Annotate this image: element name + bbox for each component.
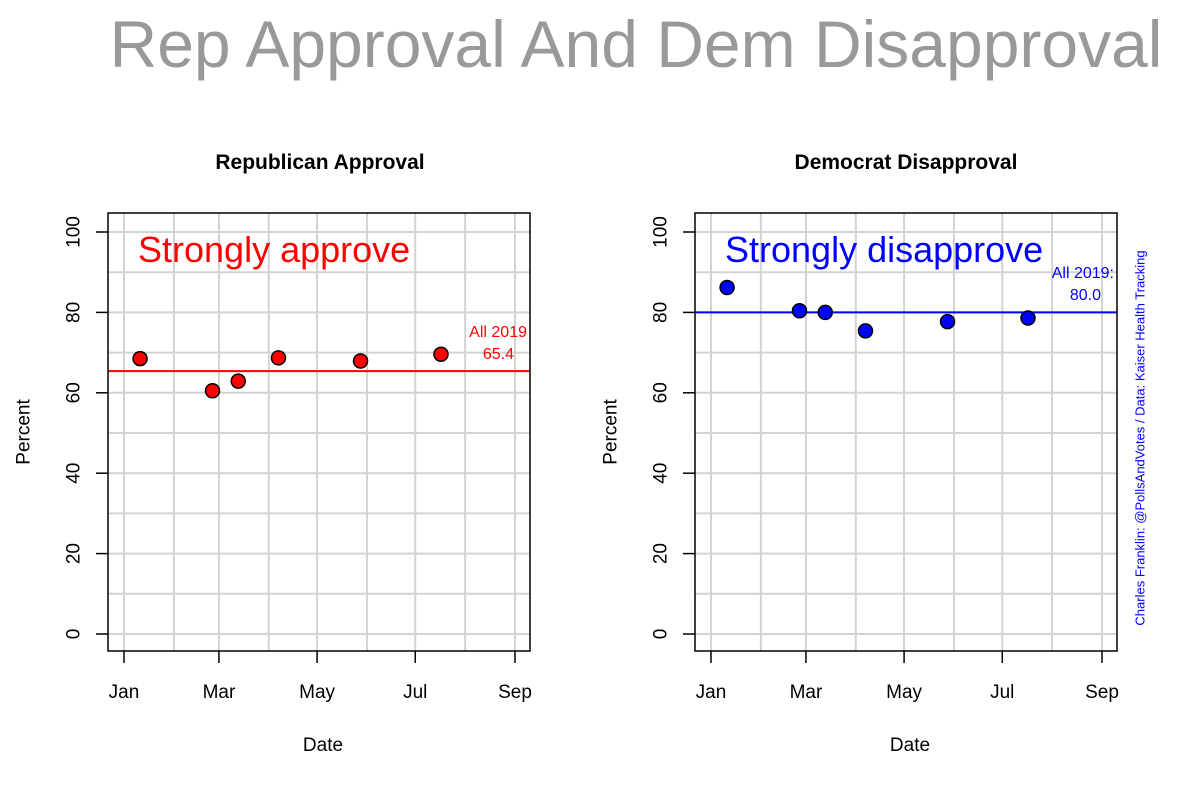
panel-title: Democrat Disapproval bbox=[795, 151, 1018, 174]
panel-1: Republican Approval 0 20 40 60 80 100 Jan Mar May… bbox=[14, 151, 532, 756]
x-tick-label: Mar bbox=[790, 682, 823, 703]
x-tick-label: Jul bbox=[990, 682, 1014, 703]
x-tick-label: Jan bbox=[109, 682, 140, 703]
y-tick-label: 80 bbox=[651, 302, 672, 323]
x-tick-label: Sep bbox=[498, 682, 532, 703]
y-tick-label: 60 bbox=[651, 382, 672, 403]
reference-value: 80.0 bbox=[1070, 287, 1101, 304]
series-annotation: Strongly approve bbox=[138, 229, 410, 270]
data-point bbox=[230, 373, 246, 389]
y-tick-label: 0 bbox=[651, 629, 672, 640]
data-point bbox=[1020, 310, 1036, 326]
data-point bbox=[204, 383, 221, 399]
y-tick-label: 20 bbox=[64, 543, 85, 564]
y-tick-label: 100 bbox=[651, 216, 672, 248]
credit-text: Charles Franklin: @PollsAndVotes / Data:… bbox=[1133, 250, 1148, 625]
x-tick-label: Mar bbox=[203, 682, 236, 703]
panel-title: Republican Approval bbox=[215, 151, 424, 174]
plot-frame bbox=[694, 212, 1118, 652]
y-tick-label: 60 bbox=[64, 382, 85, 403]
reference-label: All 2019 bbox=[469, 324, 527, 341]
plot-frame bbox=[107, 212, 531, 652]
y-tick-label: 100 bbox=[64, 216, 85, 248]
y-tick-label: 80 bbox=[64, 302, 85, 323]
data-point bbox=[719, 279, 735, 296]
data-point bbox=[352, 353, 369, 369]
reference-label: All 2019: bbox=[1052, 265, 1114, 282]
data-point bbox=[817, 304, 833, 321]
reference-value: 65.4 bbox=[483, 346, 514, 363]
x-axis-label: Date bbox=[890, 735, 930, 756]
x-tick-label: May bbox=[886, 682, 922, 703]
data-point bbox=[939, 313, 956, 330]
y-axis-label: Percent bbox=[14, 399, 35, 465]
x-tick-label: May bbox=[299, 682, 335, 703]
data-point bbox=[132, 350, 148, 367]
y-tick-label: 40 bbox=[64, 463, 85, 484]
y-tick-label: 0 bbox=[64, 629, 85, 640]
x-axis-label: Date bbox=[303, 735, 343, 756]
x-tick-label: Jan bbox=[696, 682, 727, 703]
x-tick-label: Sep bbox=[1085, 682, 1119, 703]
series-annotation: Strongly disapprove bbox=[725, 229, 1043, 270]
x-tick-label: Jul bbox=[403, 682, 427, 703]
data-point bbox=[433, 346, 449, 362]
y-axis-label: Percent bbox=[601, 399, 622, 465]
data-point bbox=[857, 323, 874, 339]
data-point bbox=[270, 350, 287, 366]
data-point bbox=[791, 303, 808, 319]
y-tick-label: 40 bbox=[651, 463, 672, 484]
main-title: Rep Approval And Dem Disapproval bbox=[109, 7, 1163, 81]
y-tick-label: 20 bbox=[651, 543, 672, 564]
panel-2: Democrat Disapproval 0 20 40 60 80 100 Jan Mar Ma… bbox=[601, 151, 1119, 756]
